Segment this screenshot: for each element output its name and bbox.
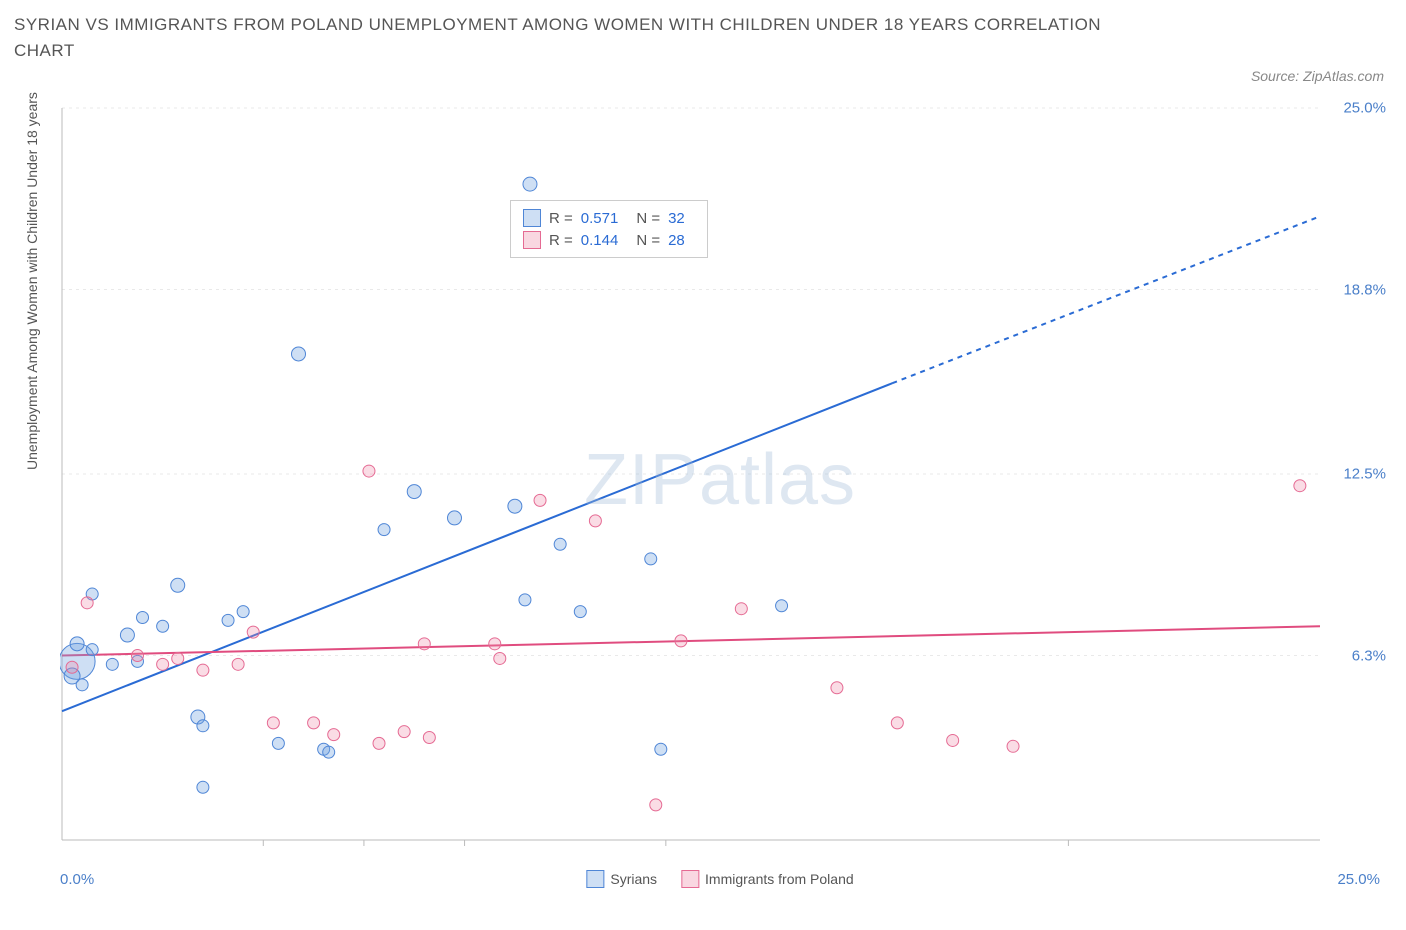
x-axis-start-label: 0.0% [60, 871, 94, 888]
series-legend: Syrians Immigrants from Poland [586, 870, 853, 888]
n-value-syrians: 32 [668, 210, 685, 227]
n-label: N = [636, 232, 660, 249]
y-tick-label: 6.3% [1352, 647, 1386, 664]
correlation-stats-box: R = 0.571 N = 32 R = 0.144 N = 28 [510, 200, 708, 258]
chart-title: SYRIAN VS IMMIGRANTS FROM POLAND UNEMPLO… [14, 12, 1114, 63]
r-value-syrians: 0.571 [581, 210, 619, 227]
swatch-poland-icon [523, 231, 541, 249]
y-axis-label: Unemployment Among Women with Children U… [24, 92, 40, 470]
stats-row-syrians: R = 0.571 N = 32 [523, 207, 695, 229]
scatter-plot: ZIPatlas R = 0.571 N = 32 R = 0.144 N = … [60, 100, 1380, 860]
legend-label-poland: Immigrants from Poland [705, 871, 854, 887]
swatch-syrians-icon [523, 209, 541, 227]
r-label: R = [549, 232, 573, 249]
swatch-poland-icon [681, 870, 699, 888]
chart-canvas [60, 100, 1380, 860]
y-tick-label: 25.0% [1343, 100, 1386, 117]
y-tick-label: 18.8% [1343, 281, 1386, 298]
r-value-poland: 0.144 [581, 232, 619, 249]
y-tick-label: 12.5% [1343, 466, 1386, 483]
stats-row-poland: R = 0.144 N = 28 [523, 229, 695, 251]
swatch-syrians-icon [586, 870, 604, 888]
x-axis-end-label: 25.0% [1337, 871, 1380, 888]
legend-item-poland: Immigrants from Poland [681, 870, 854, 888]
n-value-poland: 28 [668, 232, 685, 249]
legend-item-syrians: Syrians [586, 870, 657, 888]
source-attribution: Source: ZipAtlas.com [1251, 68, 1384, 84]
legend-label-syrians: Syrians [610, 871, 657, 887]
n-label: N = [636, 210, 660, 227]
r-label: R = [549, 210, 573, 227]
